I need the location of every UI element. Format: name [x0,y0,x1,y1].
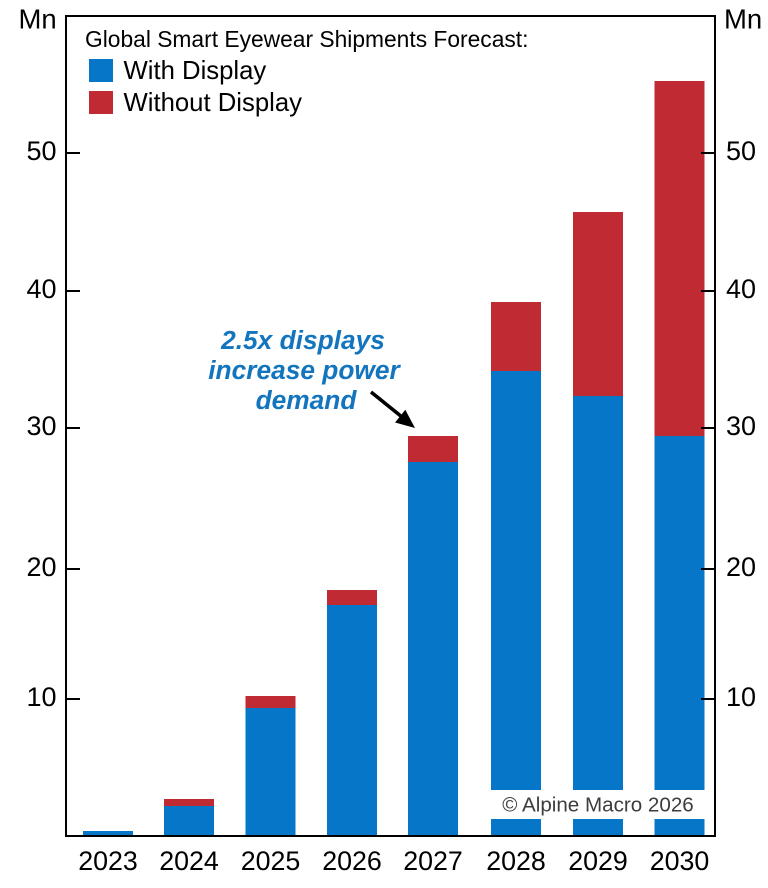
svg-text:With Display: With Display [124,57,267,85]
svg-text:30: 30 [726,411,756,441]
svg-text:2030: 2030 [650,846,710,876]
svg-text:2.5x displays: 2.5x displays [220,325,385,355]
svg-text:20: 20 [726,552,756,582]
svg-text:Global Smart Eyewear Shipments: Global Smart Eyewear Shipments Forecast: [85,26,528,52]
svg-text:2024: 2024 [159,846,219,876]
svg-text:40: 40 [726,274,756,304]
svg-text:increase power: increase power [208,355,401,385]
svg-text:50: 50 [726,136,756,166]
svg-text:demand: demand [256,385,358,415]
svg-text:2028: 2028 [486,846,546,876]
svg-text:Mn: Mn [724,4,762,35]
svg-text:10: 10 [26,682,56,712]
svg-text:40: 40 [26,274,56,304]
svg-text:2026: 2026 [322,846,382,876]
svg-text:2027: 2027 [403,846,463,876]
svg-text:Mn: Mn [19,4,57,35]
svg-text:20: 20 [26,552,56,582]
svg-text:2023: 2023 [78,846,138,876]
svg-text:2029: 2029 [568,846,628,876]
svg-text:50: 50 [26,136,56,166]
svg-text:© Alpine Macro 2026: © Alpine Macro 2026 [502,794,693,817]
svg-text:Without Display: Without Display [124,89,303,117]
svg-text:10: 10 [726,682,756,712]
svg-text:2025: 2025 [241,846,301,876]
svg-text:30: 30 [26,411,56,441]
